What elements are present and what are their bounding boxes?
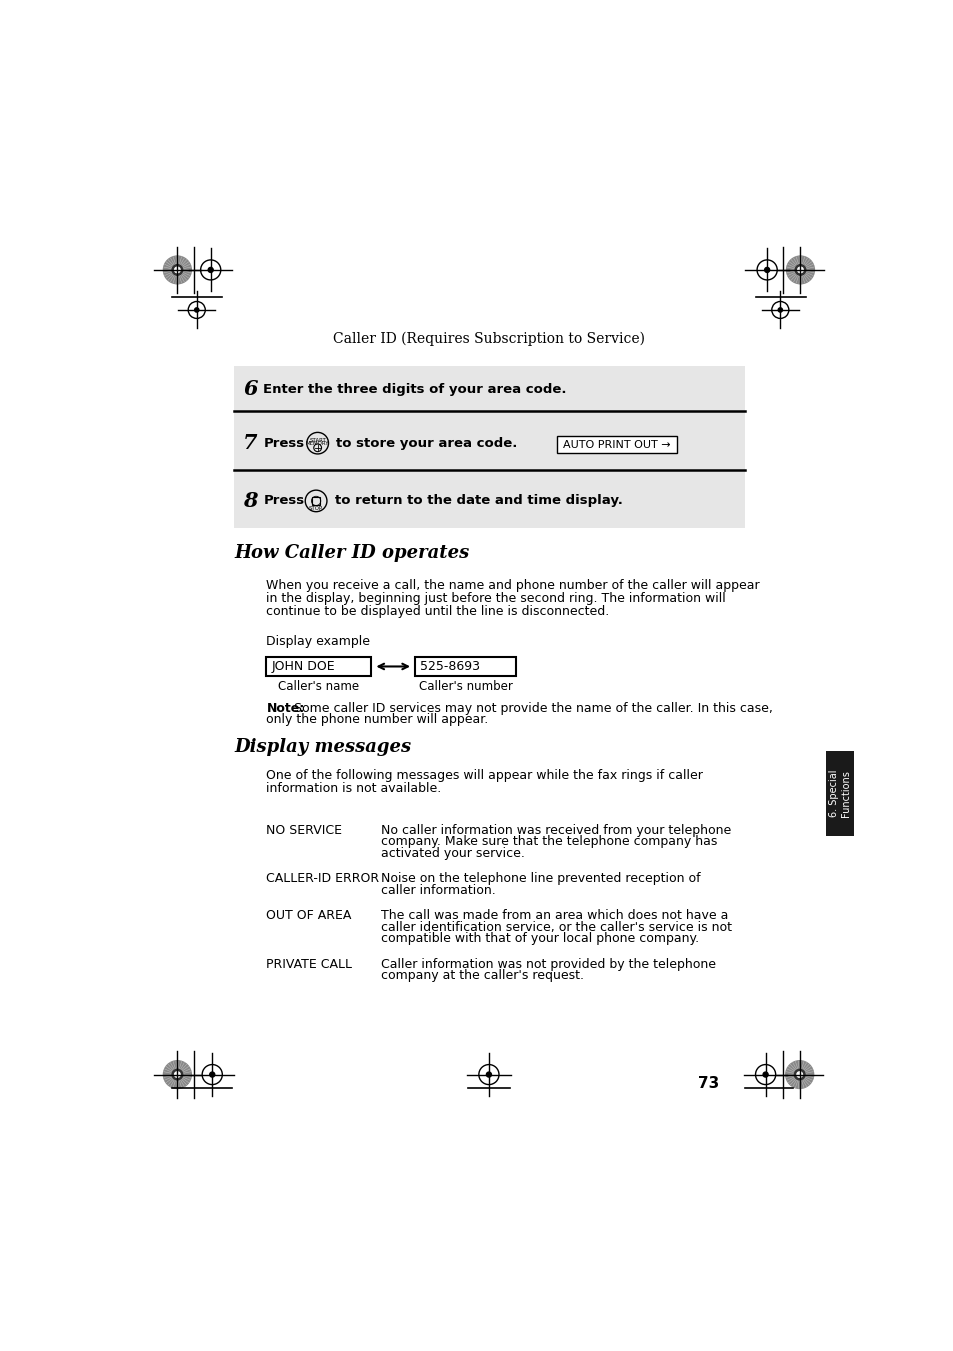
Text: caller identification service, or the caller's service is not: caller identification service, or the ca… [381,920,732,934]
Text: company. Make sure that the telephone company has: company. Make sure that the telephone co… [381,835,717,848]
Text: Noise on the telephone line prevented reception of: Noise on the telephone line prevented re… [381,871,700,885]
Text: 525-8693: 525-8693 [419,661,479,673]
Circle shape [795,265,805,276]
Text: NO SERVICE: NO SERVICE [266,824,342,836]
Text: OUT OF AREA: OUT OF AREA [266,909,352,921]
Bar [825,751,853,836]
Text: Press: Press [263,494,304,508]
Circle shape [163,257,192,284]
Circle shape [307,432,328,454]
Text: Press: Press [263,436,304,450]
Circle shape [172,265,182,276]
Text: The call was made from an area which does not have a: The call was made from an area which doe… [381,909,728,921]
Circle shape [764,267,769,273]
Circle shape [305,490,327,512]
Text: JOHN DOE: JOHN DOE [271,661,335,673]
Text: only the phone number will appear.: only the phone number will appear. [266,713,488,725]
Text: caller information.: caller information. [381,884,496,897]
Bar [312,497,319,505]
Circle shape [796,1071,801,1077]
Circle shape [797,267,802,273]
Text: Caller's number: Caller's number [418,680,512,693]
Text: information is not available.: information is not available. [266,782,441,794]
Text: When you receive a call, the name and phone number of the caller will appear: When you receive a call, the name and ph… [266,580,760,592]
Circle shape [163,1061,192,1089]
Circle shape [314,444,321,451]
Text: MEMORY: MEMORY [306,442,329,446]
Circle shape [486,1073,491,1077]
Text: 7: 7 [243,434,257,453]
Text: Caller ID (Requires Subscription to Service): Caller ID (Requires Subscription to Serv… [333,332,644,346]
Text: to store your area code.: to store your area code. [335,436,517,450]
Text: Display messages: Display messages [233,738,411,755]
Text: to return to the date and time display.: to return to the date and time display. [335,494,622,508]
Bar [266,657,371,676]
Text: PRIVATE CALL: PRIVATE CALL [266,958,352,970]
Text: No caller information was received from your telephone: No caller information was received from … [381,824,731,836]
Circle shape [174,1071,180,1077]
Bar [233,366,744,528]
Circle shape [208,267,213,273]
Text: STOP: STOP [309,507,323,511]
Circle shape [172,1069,182,1079]
Text: How Caller ID operates: How Caller ID operates [233,544,469,562]
Text: Display example: Display example [266,635,370,648]
Circle shape [174,267,180,273]
Circle shape [762,1073,767,1077]
Circle shape [785,1061,813,1089]
Text: 73: 73 [697,1075,719,1090]
Text: START: START [309,438,326,443]
Circle shape [210,1073,214,1077]
Text: continue to be displayed until the line is disconnected.: continue to be displayed until the line … [266,605,609,619]
Text: Some caller ID services may not provide the name of the caller. In this case,: Some caller ID services may not provide … [290,701,772,715]
Text: in the display, beginning just before the second ring. The information will: in the display, beginning just before th… [266,592,725,605]
Text: 6: 6 [243,380,257,400]
Text: activated your service.: activated your service. [381,847,524,859]
Text: 8: 8 [243,490,257,511]
Bar [415,657,516,676]
Text: CALLER-ID ERROR: CALLER-ID ERROR [266,871,379,885]
Circle shape [778,308,781,312]
Text: Enter the three digits of your area code.: Enter the three digits of your area code… [263,382,566,396]
Text: Caller information was not provided by the telephone: Caller information was not provided by t… [381,958,716,970]
Text: Note:: Note: [266,701,304,715]
Text: Caller's name: Caller's name [278,680,359,693]
Text: AUTO PRINT OUT →: AUTO PRINT OUT → [563,439,670,450]
Text: One of the following messages will appear while the fax rings if caller: One of the following messages will appea… [266,769,702,782]
Bar [557,436,677,453]
Circle shape [785,257,814,284]
Circle shape [194,308,198,312]
Circle shape [794,1069,804,1079]
Text: company at the caller's request.: company at the caller's request. [381,969,583,982]
Text: compatible with that of your local phone company.: compatible with that of your local phone… [381,932,699,946]
Text: 6. Special
Functions: 6. Special Functions [828,770,850,817]
